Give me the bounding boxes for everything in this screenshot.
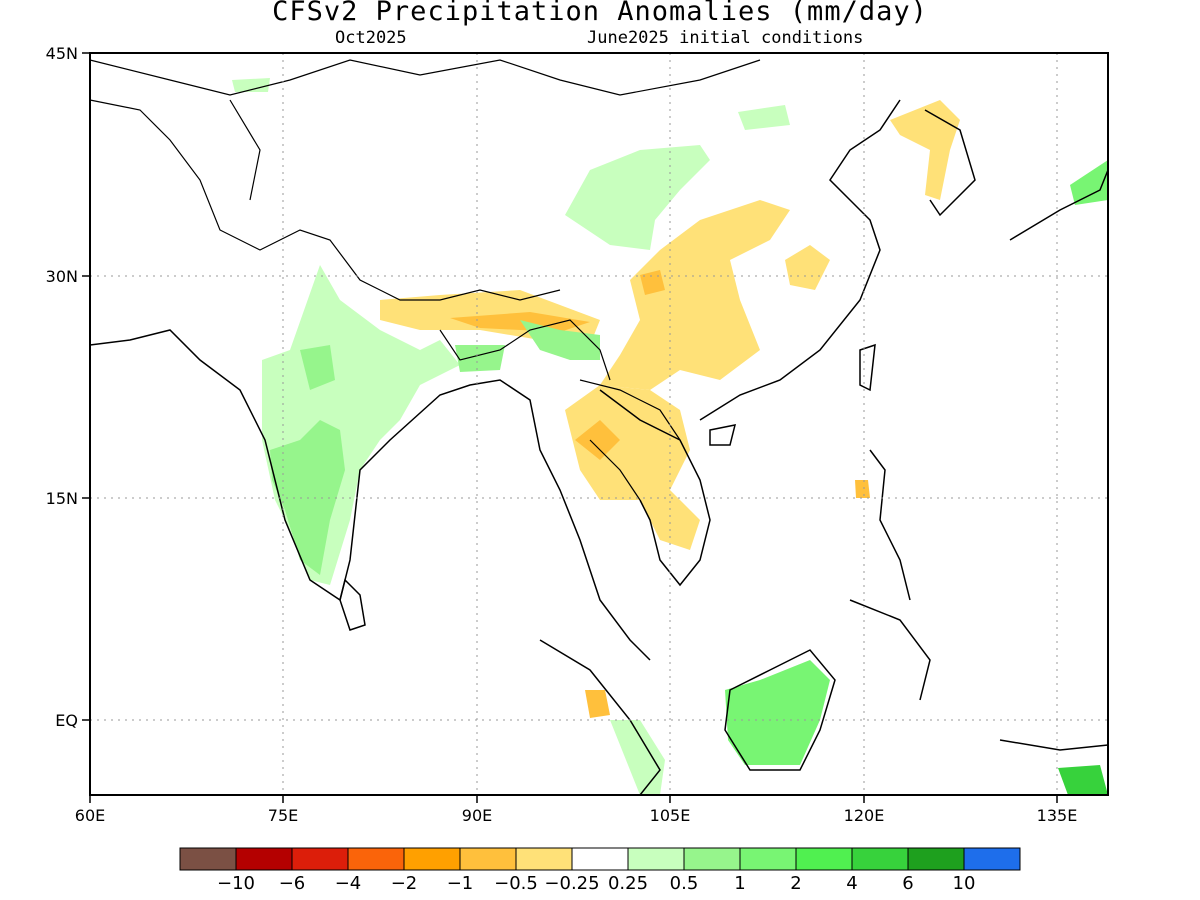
lat-label: 15N [46, 489, 78, 508]
anomaly-assam-positive [455, 345, 505, 372]
anomaly-shading [232, 78, 1108, 795]
colorbar-swatch [403, 847, 461, 871]
initial-conditions: June2025 initial conditions [587, 28, 864, 48]
colorbar-swatch [515, 847, 573, 871]
colorbar-label: −10 [217, 873, 255, 894]
colorbar-swatch [907, 847, 965, 871]
colorbar-swatch [347, 847, 405, 871]
colorbar-label: −1 [447, 873, 474, 894]
anomaly-philippines-negative [855, 480, 870, 498]
colorbar-label: −6 [279, 873, 306, 894]
colorbar-label: −2 [391, 873, 418, 894]
lon-label: 60E [75, 806, 105, 825]
colorbar-label: −0.5 [494, 873, 538, 894]
lon-label: 120E [844, 806, 885, 825]
lat-label: EQ [55, 711, 78, 730]
colorbar-label: 2 [790, 873, 801, 894]
anomaly-sumatra-positive [610, 720, 665, 795]
colorbar-label: 4 [846, 873, 857, 894]
colorbar-swatch [235, 847, 293, 871]
anomaly-newguinea-positive [1058, 765, 1108, 795]
anomaly-sumatra-negative [585, 690, 610, 718]
anomaly-qinghai-positive [565, 145, 710, 250]
colorbar-label: 0.5 [670, 873, 699, 894]
colorbar-swatch [179, 847, 237, 871]
chart-title: CFSv2 Precipitation Anomalies (mm/day) [272, 0, 928, 27]
colorbar-label: 0.25 [608, 873, 648, 894]
colorbar-swatch [683, 847, 741, 871]
valid-month: Oct2025 [335, 28, 407, 48]
anomaly-tibet-positive [520, 320, 600, 360]
borders [89, 59, 761, 501]
colorbar-swatch [851, 847, 909, 871]
anomaly-indochina-negative [565, 385, 700, 550]
anomaly-kazakh-positive [232, 78, 270, 92]
lon-label: 75E [268, 806, 298, 825]
map-border [89, 52, 1109, 796]
lon-label: 135E [1037, 806, 1078, 825]
colorbar-swatch [627, 847, 685, 871]
anomaly-mongolia-positive [738, 105, 790, 130]
colorbar-label: −4 [335, 873, 362, 894]
colorbar-swatch [571, 847, 629, 871]
anomaly-borneo-positive [725, 660, 830, 765]
colorbar-swatch [739, 847, 797, 871]
anomaly-indochina-strong [575, 420, 620, 460]
lon-label: 105E [650, 806, 691, 825]
lat-label: 30N [46, 267, 78, 286]
ticks [82, 52, 1058, 803]
colorbar-swatch [963, 847, 1021, 871]
anomaly-himalaya-strong [450, 312, 590, 332]
colorbar-swatch [291, 847, 349, 871]
colorbar-label: 6 [902, 873, 913, 894]
anomaly-eastchina-negative [785, 245, 830, 290]
colorbar: −10 −6 −4 −2 −1 −0.5 −0.25 0.25 0.5 1 2 4 6 10 [179, 847, 1021, 894]
colorbar-swatch [459, 847, 517, 871]
anomaly-japan-positive [1070, 160, 1108, 205]
anomaly-korea-negative [890, 100, 960, 200]
anomaly-china-negative [600, 200, 790, 390]
coastlines [89, 99, 1109, 796]
anomaly-india-west [300, 345, 335, 390]
colorbar-label: −0.25 [544, 873, 599, 894]
colorbar-label: 10 [953, 873, 976, 894]
gridlines [90, 53, 1108, 795]
lat-label: 45N [46, 44, 78, 63]
colorbar-label: 1 [734, 873, 745, 894]
lon-label: 90E [462, 806, 492, 825]
colorbar-swatch [795, 847, 853, 871]
